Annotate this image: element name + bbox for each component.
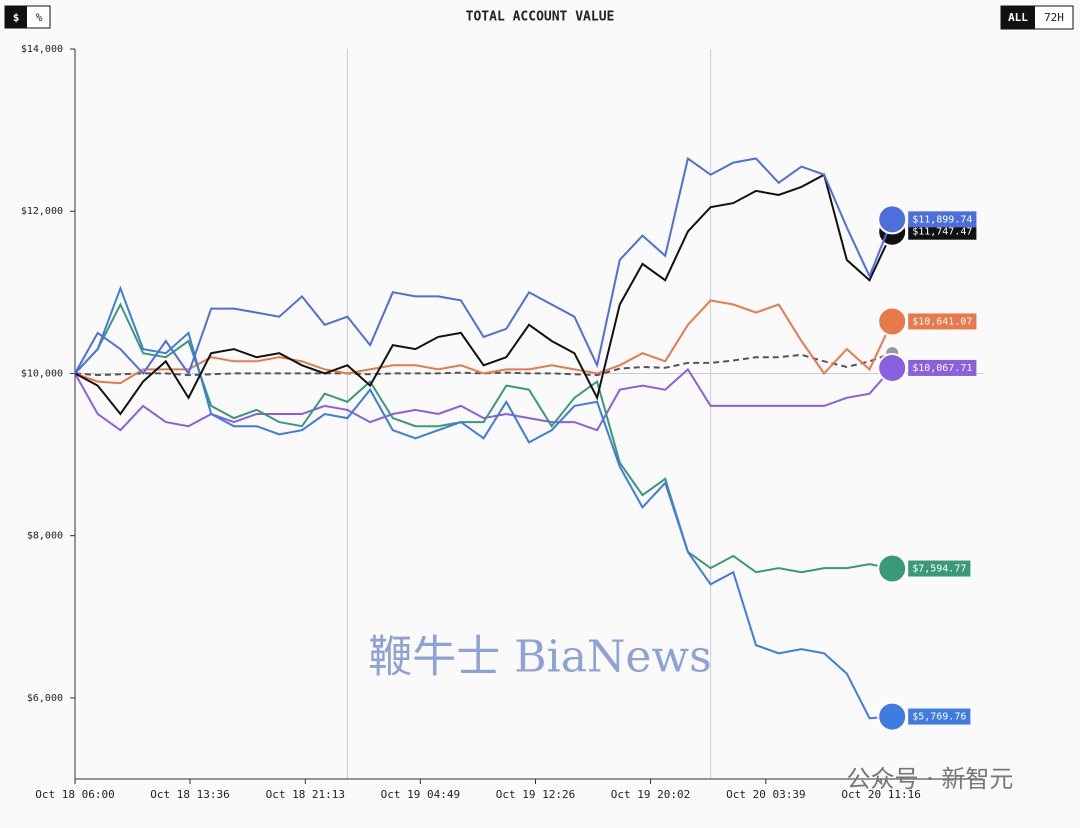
- end-label-bg: [908, 708, 971, 725]
- y-tick-label: $8,000: [27, 531, 63, 542]
- x-tick-label: Oct 19 20:02: [611, 788, 690, 801]
- watermark: 鞭牛士 BiaNews: [368, 632, 711, 683]
- 72h-button[interactable]: 72H: [1044, 11, 1064, 24]
- end-label: $11,747.47: [908, 223, 977, 240]
- series-line: [74, 302, 893, 574]
- end-label-bg: [908, 359, 977, 376]
- y-tick-label: $14,000: [21, 44, 63, 55]
- toggle-active: [5, 6, 27, 28]
- currency-button[interactable]: $: [13, 11, 20, 24]
- x-tick-label: Oct 19 04:49: [381, 788, 460, 801]
- end-marker: [877, 306, 908, 337]
- range-active: [1001, 6, 1035, 29]
- watermark: 公众号 · 新智元: [847, 765, 1014, 793]
- end-label-bg: [908, 223, 977, 240]
- y-tick-label: $6,000: [27, 693, 63, 704]
- end-label: $5,769.76: [908, 708, 971, 725]
- x-tick-label: Oct 18 21:13: [266, 788, 345, 801]
- end-label: $11,899.74: [908, 211, 977, 228]
- x-tick-label: Oct 18 06:00: [35, 788, 114, 801]
- end-label-bg: [908, 313, 977, 330]
- end-label-bg: [908, 211, 977, 228]
- end-label: $10,641.07: [908, 313, 977, 330]
- x-tick-label: Oct 20 03:39: [726, 788, 805, 801]
- end-label-text: $7,594.77: [912, 564, 966, 575]
- end-label: $10,067.71: [908, 359, 977, 376]
- series-line: [74, 299, 894, 385]
- end-marker: [877, 352, 908, 383]
- series-line: [74, 285, 893, 720]
- end-marker: [877, 701, 908, 732]
- series-line: [74, 173, 894, 416]
- series-line: [74, 156, 894, 376]
- end-marker: [877, 204, 908, 235]
- end-label-bg: [908, 560, 971, 577]
- all-button[interactable]: ALL: [1008, 11, 1028, 24]
- end-label-text: $10,641.07: [912, 316, 972, 327]
- chart-title: TOTAL ACCOUNT VALUE: [466, 10, 615, 25]
- end-label: $7,594.77: [908, 560, 971, 577]
- end-marker: [877, 553, 908, 584]
- x-tick-label: Oct 19 12:26: [496, 788, 575, 801]
- end-label-text: $5,769.76: [912, 712, 966, 723]
- y-tick-label: $12,000: [21, 206, 63, 217]
- end-label-text: $11,899.74: [912, 214, 972, 225]
- end-label-text: $11,747.47: [912, 227, 972, 238]
- series-line: [74, 352, 893, 377]
- end-label-text: $10,067.71: [912, 363, 972, 374]
- percent-button[interactable]: %: [36, 11, 43, 24]
- y-tick-label: $10,000: [21, 368, 63, 379]
- x-tick-label: Oct 20 11:16: [841, 788, 920, 801]
- x-tick-label: Oct 18 13:36: [150, 788, 229, 801]
